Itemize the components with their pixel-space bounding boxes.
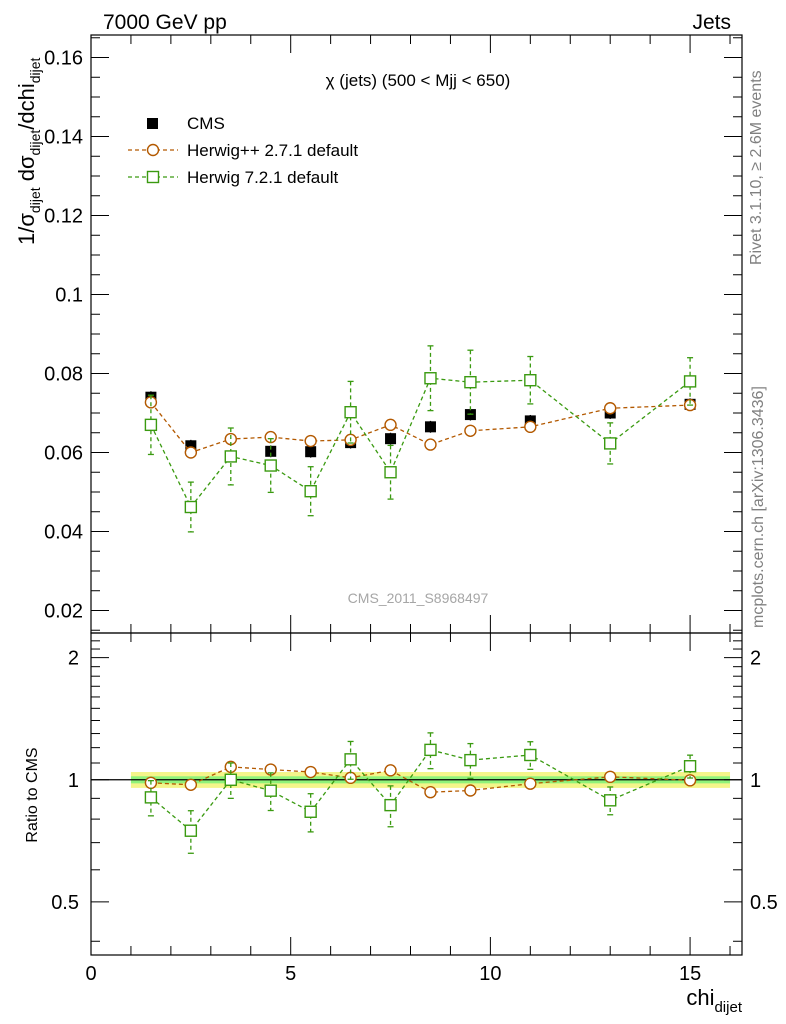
main-panel: 0.02 0.04 0.06 0.08 0.1 0.12 0.14 0.16 CMS_2011… bbox=[14, 34, 743, 634]
header-left: 7000 GeV pp bbox=[103, 11, 227, 34]
data-point bbox=[524, 420, 537, 434]
legend-entry-cms: CMS bbox=[147, 114, 225, 133]
ratio-series-open-square bbox=[144, 732, 697, 854]
ratio-point bbox=[344, 753, 357, 766]
main-y-tick-label: 0.14 bbox=[44, 127, 83, 149]
data-point bbox=[184, 446, 198, 459]
legend: CMS Herwig++ 2.7.1 default Herwig 7.2.1 … bbox=[128, 114, 358, 187]
ratio-point bbox=[384, 764, 397, 777]
legend-label-herwig7: Herwig 7.2.1 default bbox=[187, 168, 338, 187]
main-y-tick-label: 0.06 bbox=[44, 442, 83, 464]
ratio-point bbox=[264, 784, 277, 797]
ratio-point bbox=[424, 743, 437, 757]
ratio-point bbox=[604, 794, 617, 807]
series-open-square bbox=[144, 345, 697, 533]
data-point bbox=[424, 372, 437, 385]
data-point bbox=[604, 402, 617, 415]
main-y-axis-label: 1/σdijet dσdijet/dchidijet bbox=[14, 57, 43, 245]
data-point bbox=[385, 433, 397, 445]
x-tick-label: 10 bbox=[479, 963, 501, 985]
legend-entry-herwig7: Herwig 7.2.1 default bbox=[128, 168, 338, 187]
ratio-point bbox=[524, 748, 537, 762]
data-point bbox=[384, 466, 397, 479]
rivet-label: Rivet 3.1.10, ≥ 2.6M events bbox=[748, 70, 765, 265]
ratio-point bbox=[604, 770, 617, 784]
ratio-point bbox=[683, 760, 697, 773]
data-point bbox=[524, 374, 537, 387]
data-point bbox=[264, 459, 277, 472]
main-y-tick-label: 0.16 bbox=[44, 48, 83, 70]
ratio-point bbox=[464, 784, 477, 797]
main-y-tick-label: 0.02 bbox=[44, 600, 83, 622]
ratio-point bbox=[524, 777, 537, 790]
legend-label-herwigpp: Herwig++ 2.7.1 default bbox=[187, 141, 358, 160]
data-point bbox=[384, 418, 397, 432]
ratio-y-tick-label: 0.5 bbox=[51, 892, 79, 914]
ratio-point bbox=[424, 785, 437, 799]
ratio-y-tick-label-right: 0.5 bbox=[750, 892, 778, 914]
data-point bbox=[265, 445, 277, 457]
data-point bbox=[304, 485, 317, 498]
ratio-point bbox=[184, 824, 198, 837]
main-title: χ (jets) (500 < Mjj < 650) bbox=[326, 71, 511, 90]
ratio-point bbox=[304, 805, 317, 818]
x-tick-label: 0 bbox=[85, 963, 96, 985]
main-y-tick-label: 0.08 bbox=[44, 363, 83, 385]
ratio-series-line bbox=[150, 749, 691, 832]
ratio-series-line bbox=[150, 766, 691, 793]
main-y-tick-label: 0.12 bbox=[44, 206, 83, 228]
data-point bbox=[305, 446, 317, 458]
ratio-y-tick-label: 2 bbox=[68, 648, 79, 670]
data-point bbox=[424, 438, 437, 451]
ratio-point bbox=[184, 778, 198, 791]
mcplots-label: mcplots.cern.ch [arXiv:1306.3436] bbox=[750, 386, 767, 628]
x-axis-label: chidijet bbox=[686, 985, 742, 1016]
main-y-tick-label: 0.1 bbox=[55, 285, 83, 307]
data-point bbox=[184, 500, 198, 514]
ratio-panel: 0.5 0.5 1 1 2 2 0 5 10 15 Ratio to CMS chidijet bbox=[24, 632, 778, 1016]
series-line bbox=[150, 377, 691, 509]
legend-marker-herwig7 bbox=[146, 170, 160, 184]
ratio-y-axis-label: Ratio to CMS bbox=[24, 747, 41, 842]
ratio-y-tick-label-right: 1 bbox=[750, 770, 761, 792]
data-point bbox=[304, 434, 317, 448]
legend-entry-herwigpp: Herwig++ 2.7.1 default bbox=[128, 141, 358, 160]
ratio-point bbox=[384, 798, 397, 812]
ratio-point bbox=[224, 773, 237, 786]
x-tick-label: 15 bbox=[679, 963, 701, 985]
ratio-series-open-circle bbox=[144, 760, 697, 799]
series-line bbox=[150, 401, 691, 454]
series-open-circle bbox=[144, 396, 697, 459]
data-point bbox=[224, 450, 237, 463]
data-point bbox=[683, 375, 697, 388]
x-tick-label: 5 bbox=[285, 963, 296, 985]
ratio-y-tick-label-right: 2 bbox=[750, 648, 761, 670]
legend-label-cms: CMS bbox=[187, 114, 225, 133]
watermark: CMS_2011_S8968497 bbox=[348, 590, 489, 606]
data-point bbox=[344, 406, 357, 419]
legend-marker-cms bbox=[147, 118, 158, 129]
main-y-tick-label: 0.04 bbox=[44, 521, 83, 543]
ratio-y-tick-label: 1 bbox=[68, 770, 79, 792]
ratio-point bbox=[464, 753, 477, 767]
data-point bbox=[185, 440, 197, 452]
header-right: Jets bbox=[692, 11, 731, 34]
data-point bbox=[464, 424, 477, 437]
data-point bbox=[144, 418, 158, 432]
ratio-point bbox=[304, 765, 317, 779]
data-point bbox=[424, 421, 436, 433]
data-point bbox=[464, 375, 477, 389]
legend-marker-herwigpp bbox=[146, 143, 160, 157]
data-point bbox=[604, 437, 617, 450]
ratio-point bbox=[144, 791, 158, 804]
ratio-frame bbox=[90, 632, 743, 956]
